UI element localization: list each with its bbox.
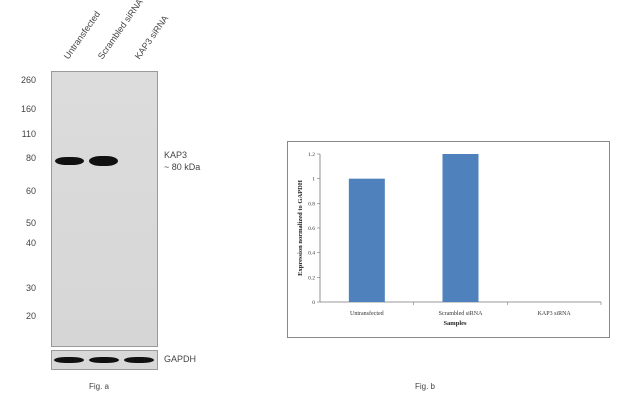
x-tick-label: Scrambled siRNA: [439, 311, 483, 317]
y-tick-label: 0.4: [308, 251, 315, 257]
x-tick-label: KAP3 siRNA: [538, 311, 572, 317]
x-axis-label: Samples: [443, 320, 467, 327]
marker-40: 40: [25, 238, 36, 248]
lane-label-kap3-sirna: KAP3 siRNA: [132, 13, 171, 61]
figure-caption-b: Fig. b: [415, 382, 436, 391]
band-label-size: ~ 80 kDa: [164, 162, 201, 172]
x-tick-label: Untransfected: [350, 310, 384, 317]
marker-260: 260: [20, 75, 36, 85]
y-tick-label: 0.8: [308, 201, 315, 207]
y-axis-label: Expression normalized to GAPDH: [297, 180, 304, 276]
bar: [348, 178, 385, 302]
blot-membrane: [51, 71, 158, 347]
band-label-kap3: KAP3: [164, 150, 188, 160]
marker-160: 160: [20, 104, 36, 114]
marker-30: 30: [25, 283, 36, 293]
bar-chart: Expression normalized to GAPDH Samples 0…: [297, 152, 602, 327]
figure-caption-a: Fig. a: [89, 382, 110, 391]
kap3-band-scrambled-sirna: [89, 156, 118, 166]
marker-80: 80: [25, 153, 36, 163]
gapdh-band-kap3-sirna: [124, 357, 154, 363]
gapdh-membrane: [51, 350, 158, 370]
marker-50: 50: [25, 218, 36, 228]
y-tick-label: 0.2: [308, 275, 315, 281]
marker-20: 20: [25, 311, 36, 321]
y-tick-label: 0.6: [308, 226, 315, 232]
y-tick-label: 0: [312, 300, 315, 306]
marker-110: 110: [21, 129, 36, 139]
y-tick-label: 1: [312, 177, 315, 183]
bar-chart-frame: Expression normalized to GAPDH Samples 0…: [287, 141, 610, 338]
gapdh-label: GAPDH: [164, 354, 197, 364]
gapdh-band-scrambled-sirna: [89, 357, 119, 363]
bar: [442, 154, 479, 302]
marker-60: 60: [25, 186, 36, 196]
y-tick-label: 1.2: [308, 152, 315, 158]
kap3-band-untransfected: [55, 157, 84, 165]
gapdh-band-untransfected: [54, 357, 84, 363]
